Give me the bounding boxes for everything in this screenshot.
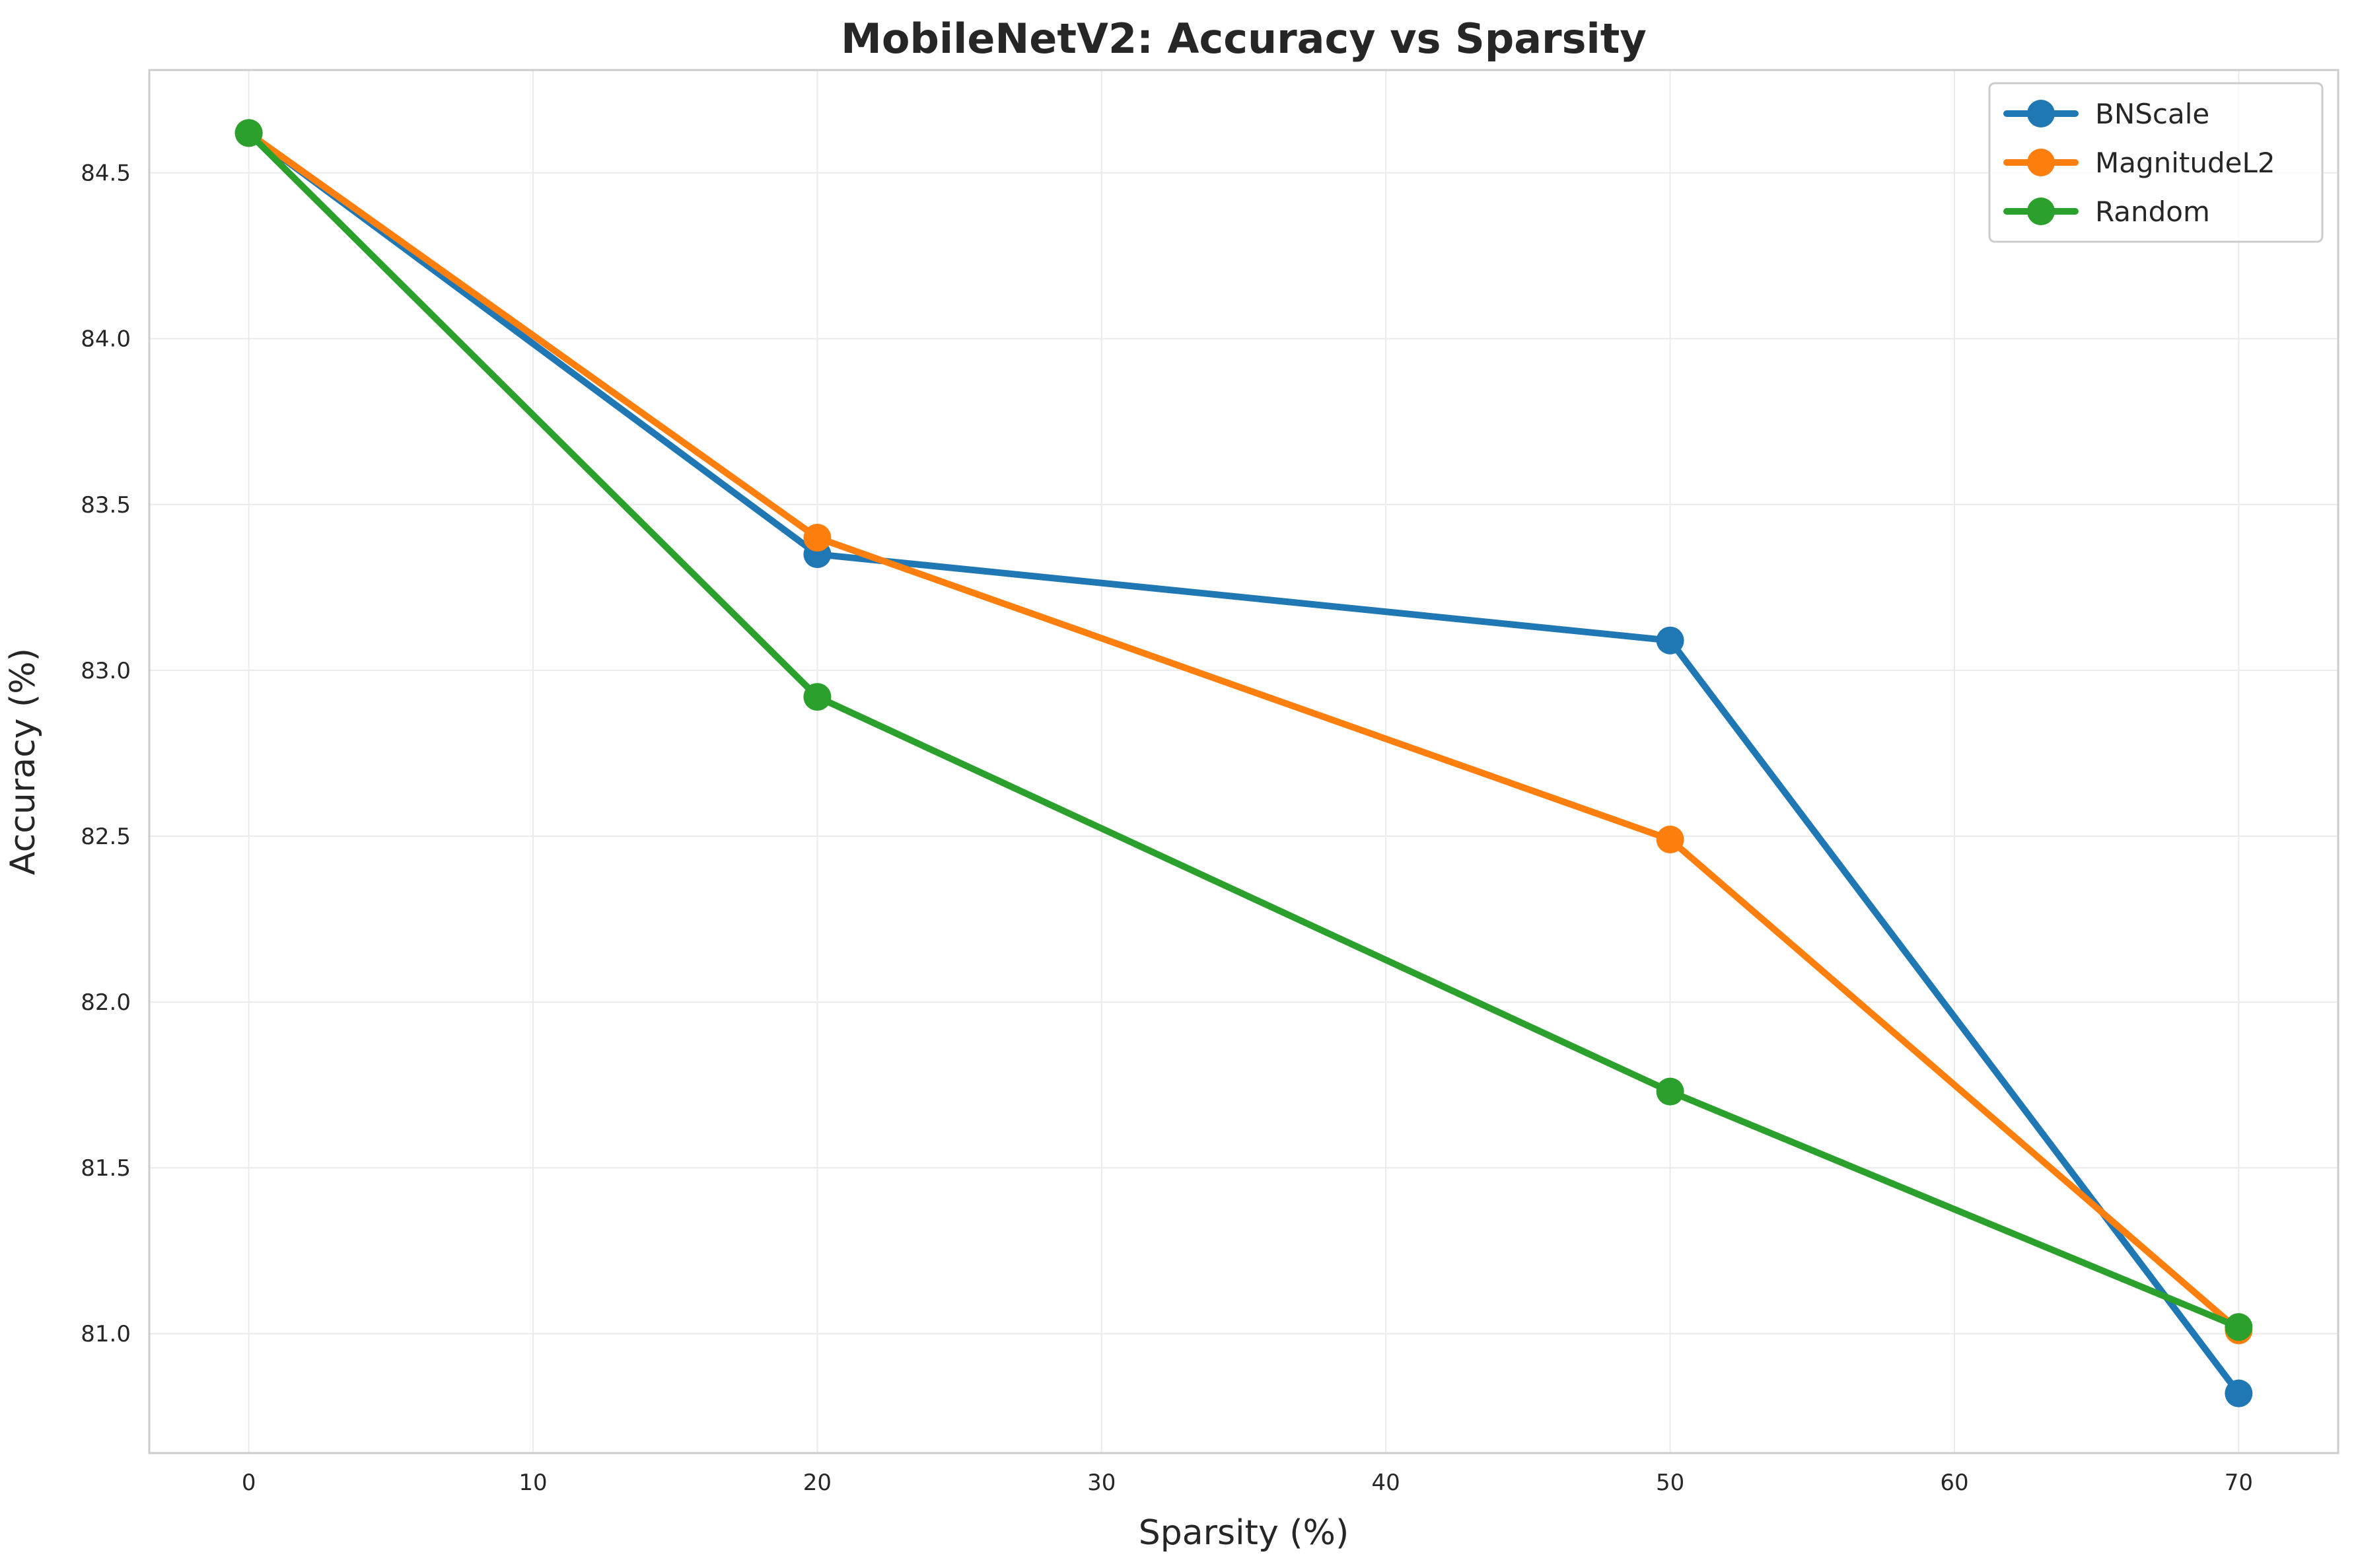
y-tick-label: 83.5 [81,492,131,518]
x-tick-label: 70 [2225,1470,2253,1496]
series-line-magnitudel2 [245,129,2242,1334]
y-tick-label: 82.5 [81,824,131,850]
data-point [803,524,832,552]
x-tick-label: 10 [518,1470,547,1496]
data-point [1656,826,1684,854]
legend-box [1988,82,2324,243]
y-axis-label: Accuracy (%) [3,648,43,875]
x-tick-label: 20 [803,1470,832,1496]
series-line-bnscale [245,129,2242,1397]
series [234,119,2253,1408]
x-tick-label: 60 [1940,1470,1968,1496]
x-tick-label: 40 [1372,1470,1400,1496]
legend-label: BNScale [2095,98,2209,130]
x-tick-label: 50 [1656,1470,1684,1496]
x-axis-label: Sparsity (%) [1139,1513,1349,1553]
y-tick-label: 81.0 [81,1321,131,1347]
data-point [1656,1077,1684,1106]
y-tick-label: 81.5 [81,1155,131,1182]
chart-title: MobileNetV2: Accuracy vs Sparsity [841,15,1647,63]
legend-item-random[interactable]: Random [2003,196,2210,228]
series-random [234,119,2253,1341]
data-point [803,683,832,711]
data-point [2225,1379,2253,1408]
plot-area [148,69,2340,1454]
y-tick-label: 84.5 [81,160,131,187]
legend-label: Random [2095,196,2210,228]
y-tick-label: 84.0 [81,326,131,353]
x-tick-label: 0 [242,1470,256,1496]
legend-marker [2027,100,2055,127]
legend-label: MagnitudeL2 [2095,147,2275,179]
legend[interactable]: BNScale MagnitudeL2 Random [1988,82,2324,243]
grid [149,70,2338,1453]
axis-ticks: 0 10 20 30 40 50 60 70 81.0 81.5 82.0 82.5 83.0 83.5 8… [81,160,2253,1496]
legend-marker [2027,197,2055,225]
data-point [1656,626,1684,655]
data-point [234,119,263,147]
y-tick-label: 82.0 [81,989,131,1016]
data-point [2225,1313,2253,1341]
series-line-random [245,129,2242,1331]
legend-item-bnscale[interactable]: BNScale [2003,98,2209,130]
legend-marker [2027,149,2055,176]
x-tick-label: 30 [1087,1470,1116,1496]
y-tick-label: 83.0 [81,658,131,684]
legend-item-magnitudel2[interactable]: MagnitudeL2 [2003,147,2275,179]
